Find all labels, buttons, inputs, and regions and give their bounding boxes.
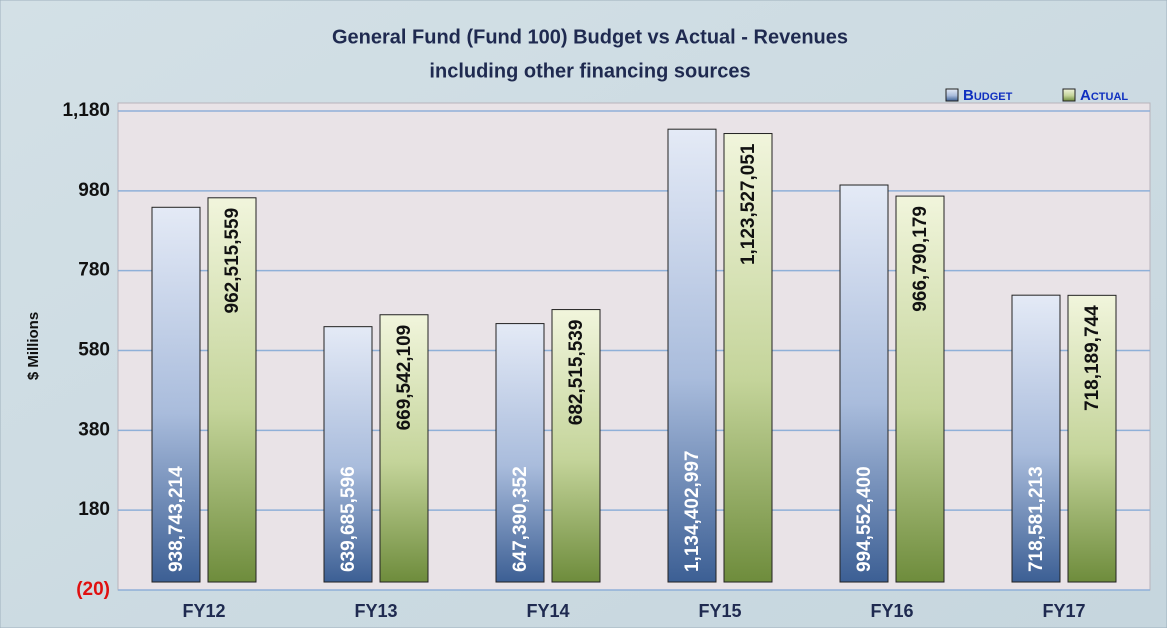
data-label: 1,123,527,051	[738, 143, 759, 265]
x-tick-label: FY15	[698, 601, 741, 621]
data-label: 647,390,352	[510, 466, 531, 572]
y-tick-label: (20)	[76, 579, 110, 600]
bar	[151, 206, 201, 583]
data-label: 938,743,214	[166, 466, 187, 572]
y-tick-label: 580	[78, 340, 110, 361]
bar	[1011, 294, 1061, 583]
bar	[667, 128, 717, 583]
bar	[379, 314, 429, 583]
y-tick-label: 180	[78, 499, 110, 520]
bar	[495, 323, 545, 583]
x-tick-label: FY13	[354, 601, 397, 621]
legend-label: Budget	[963, 87, 1013, 104]
bar	[551, 309, 601, 583]
data-label: 639,685,596	[338, 466, 359, 572]
bar	[839, 184, 889, 583]
data-label: 1,134,402,997	[682, 451, 703, 573]
x-tick-label: FY17	[1042, 601, 1085, 621]
x-tick-label: FY12	[182, 601, 225, 621]
data-label: 962,515,559	[222, 208, 243, 314]
legend-label: Actual	[1080, 87, 1128, 104]
y-tick-label: 980	[78, 180, 110, 201]
chart-subtitle: including other financing sources	[429, 60, 750, 82]
data-label: 682,515,539	[566, 320, 587, 426]
y-tick-label: 380	[78, 419, 110, 440]
legend-swatch	[945, 88, 959, 102]
bar	[895, 195, 945, 583]
data-label: 718,581,213	[1026, 466, 1047, 572]
y-tick-label: 780	[78, 260, 110, 281]
legend-swatch	[1062, 88, 1076, 102]
y-axis-label: $ Millions	[25, 312, 42, 380]
x-tick-label: FY16	[870, 601, 913, 621]
data-label: 966,790,179	[910, 206, 931, 312]
data-label: 669,542,109	[394, 325, 415, 431]
chart-title: General Fund (Fund 100) Budget vs Actual…	[332, 26, 848, 48]
y-tick-label: 1,180	[62, 100, 110, 121]
bar	[207, 197, 257, 583]
data-label: 994,552,400	[854, 466, 875, 572]
data-label: 718,189,744	[1082, 305, 1103, 411]
plot-area	[117, 102, 1151, 591]
bar	[723, 133, 773, 583]
bar	[1067, 294, 1117, 583]
x-tick-label: FY14	[526, 601, 569, 621]
bar	[323, 326, 373, 583]
